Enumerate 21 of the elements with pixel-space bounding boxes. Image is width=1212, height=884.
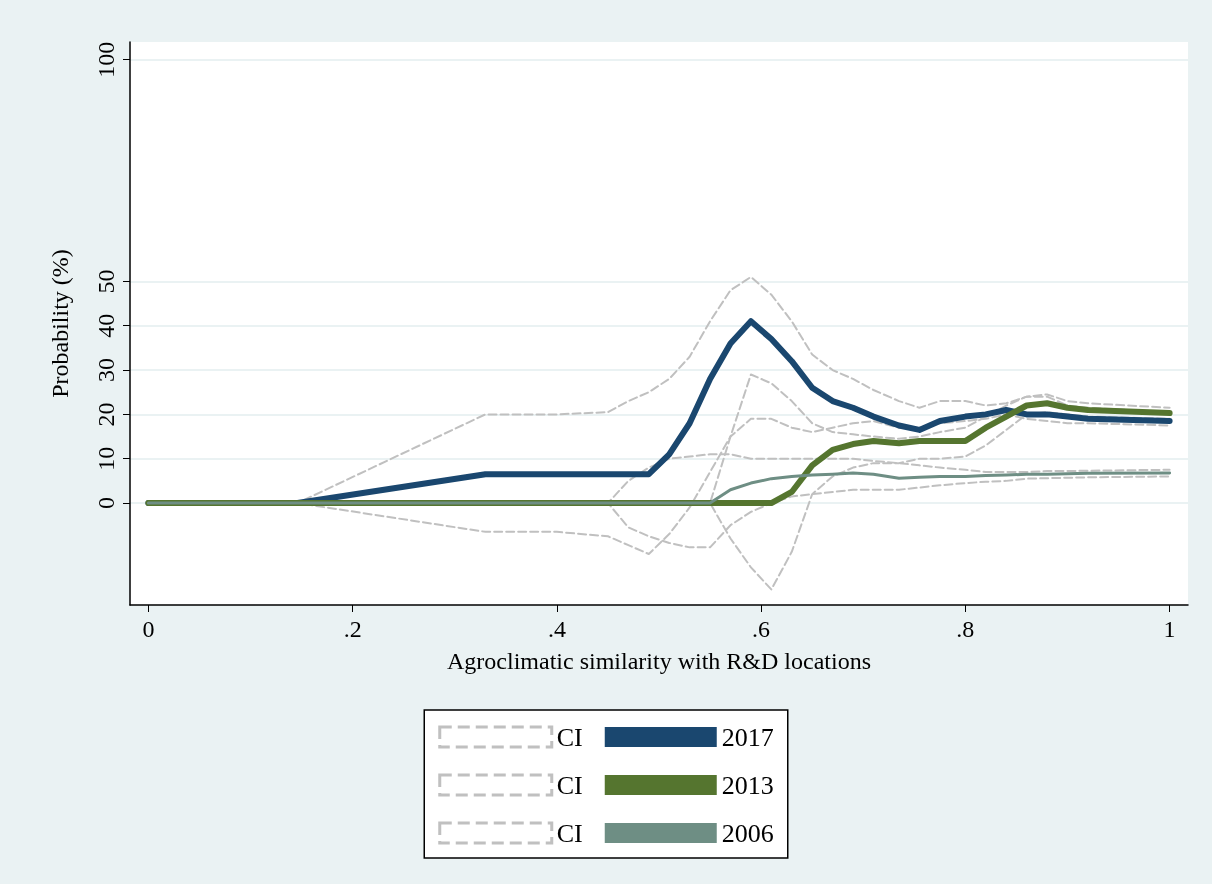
- legend-label: 2017: [721, 722, 774, 752]
- y-tick-label: 40: [93, 313, 119, 338]
- y-tick-label: 10: [93, 446, 119, 471]
- y-tick-label: 30: [93, 358, 119, 383]
- legend-label: CI: [556, 722, 583, 752]
- legend-label: 2013: [721, 770, 774, 800]
- y-tick-label: 50: [93, 269, 119, 294]
- x-tick-label: 1: [1163, 616, 1176, 642]
- legend-label: CI: [556, 818, 583, 848]
- x-tick-label: .8: [956, 616, 975, 642]
- y-tick-label: 20: [93, 402, 119, 427]
- x-tick-label: .6: [752, 616, 771, 642]
- x-tick-label: 0: [142, 616, 155, 642]
- x-tick-label: .2: [343, 616, 362, 642]
- y-axis-title: Probability (%): [47, 249, 73, 398]
- legend-label: 2006: [721, 818, 774, 848]
- y-tick-label: 0: [93, 497, 119, 510]
- legend-label: CI: [556, 770, 583, 800]
- x-tick-label: .4: [547, 616, 566, 642]
- x-axis-title: Agroclimatic similarity with R&D locations: [447, 648, 871, 674]
- y-tick-label: 100: [93, 41, 119, 78]
